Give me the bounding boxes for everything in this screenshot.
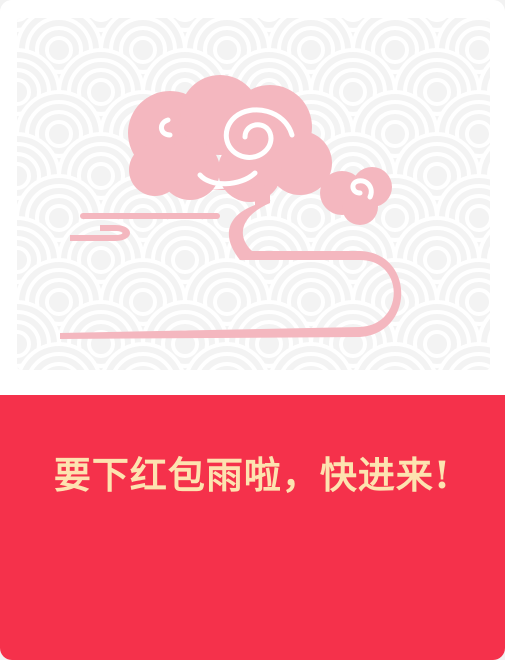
wave-arc bbox=[213, 288, 241, 316]
wave-arc bbox=[17, 246, 31, 274]
wave-arc bbox=[371, 110, 419, 158]
wave-arc bbox=[449, 352, 490, 370]
promo-headline: 要下红包雨啦，快进来! bbox=[53, 453, 452, 497]
wave-arc bbox=[465, 204, 490, 232]
wave-arc bbox=[87, 78, 115, 106]
wave-arc bbox=[77, 152, 125, 200]
wave-arc bbox=[245, 320, 293, 368]
wave-arc bbox=[45, 120, 73, 148]
wave-arc bbox=[77, 320, 125, 368]
wave-arc bbox=[423, 162, 451, 190]
wave-arc bbox=[175, 18, 195, 22]
wave-arc bbox=[119, 278, 167, 326]
wave-arc bbox=[35, 26, 83, 74]
wave-arc bbox=[377, 362, 413, 370]
wave-arc bbox=[413, 320, 461, 368]
wave-arc bbox=[354, 342, 436, 370]
wave-arc bbox=[297, 288, 325, 316]
wave-arc bbox=[113, 352, 173, 370]
wave-arc bbox=[287, 194, 335, 242]
wave-arc bbox=[163, 18, 207, 32]
wave-arc bbox=[339, 78, 367, 106]
wave-arc bbox=[129, 288, 157, 316]
wave-arc bbox=[465, 288, 490, 316]
wave-arc bbox=[455, 194, 490, 242]
wave-arc bbox=[423, 246, 451, 274]
wave-arc bbox=[18, 342, 100, 370]
wave-arc bbox=[45, 36, 73, 64]
wave-arc bbox=[91, 18, 111, 22]
wave-arc bbox=[287, 26, 335, 74]
wave-arc bbox=[331, 18, 375, 32]
wave-arc bbox=[186, 342, 268, 370]
wave-arc bbox=[87, 330, 115, 358]
wave-arc bbox=[455, 110, 490, 158]
wave-arc bbox=[297, 204, 325, 232]
wave-arc bbox=[293, 362, 329, 370]
wave-arc bbox=[287, 278, 335, 326]
wave-arc bbox=[423, 78, 451, 106]
wave-arc bbox=[161, 320, 209, 368]
auspicious-cloud-icon bbox=[60, 75, 402, 339]
wave-arc bbox=[45, 288, 73, 316]
wave-arc bbox=[413, 68, 461, 116]
wave-arc bbox=[270, 342, 352, 370]
wave-arc bbox=[461, 362, 490, 370]
wave-arc bbox=[102, 342, 184, 370]
wave-arc bbox=[455, 26, 490, 74]
wave-arc bbox=[297, 36, 325, 64]
wave-arc bbox=[35, 278, 83, 326]
wave-arc bbox=[17, 68, 41, 116]
wave-arc bbox=[329, 320, 377, 368]
wave-arc bbox=[381, 204, 409, 232]
wave-arc bbox=[197, 352, 257, 370]
wave-arc bbox=[259, 18, 279, 22]
wave-arc bbox=[415, 18, 459, 32]
wave-arc bbox=[17, 78, 31, 106]
wave-arc bbox=[79, 18, 123, 32]
wave-arc bbox=[455, 278, 490, 326]
wave-arc bbox=[247, 18, 291, 32]
wave-arc bbox=[17, 236, 41, 284]
wave-arc bbox=[129, 36, 157, 64]
wave-arc bbox=[119, 26, 167, 74]
wave-arc bbox=[161, 236, 209, 284]
wave-arc bbox=[381, 36, 409, 64]
wave-arc bbox=[371, 26, 419, 74]
wave-arc bbox=[203, 26, 251, 74]
wave-arc bbox=[41, 362, 77, 370]
wave-arc bbox=[427, 18, 447, 22]
wave-arc bbox=[17, 152, 41, 200]
wave-arc bbox=[87, 246, 115, 274]
wave-arc bbox=[209, 362, 245, 370]
wave-arc bbox=[203, 278, 251, 326]
wave-arc bbox=[329, 68, 377, 116]
wave-arc bbox=[17, 320, 41, 368]
wave-arc bbox=[413, 152, 461, 200]
wave-arc bbox=[45, 204, 73, 232]
wave-arc bbox=[213, 36, 241, 64]
wave-arc bbox=[413, 236, 461, 284]
wave-arc bbox=[381, 120, 409, 148]
wave-arc bbox=[35, 110, 83, 158]
wave-arc bbox=[87, 162, 115, 190]
wave-arc bbox=[365, 352, 425, 370]
wave-arc bbox=[423, 330, 451, 358]
wave-arc bbox=[17, 162, 31, 190]
illustration-area bbox=[17, 18, 490, 370]
wave-arc bbox=[281, 352, 341, 370]
wave-arc bbox=[465, 36, 490, 64]
wave-arc bbox=[17, 330, 31, 358]
promo-banner[interactable]: 要下红包雨啦，快进来! bbox=[0, 395, 505, 660]
wave-arc bbox=[77, 68, 125, 116]
wave-arc bbox=[465, 120, 490, 148]
wave-arc bbox=[171, 246, 199, 274]
wave-arc bbox=[125, 362, 161, 370]
wave-arc bbox=[343, 18, 363, 22]
wave-arc bbox=[29, 352, 89, 370]
